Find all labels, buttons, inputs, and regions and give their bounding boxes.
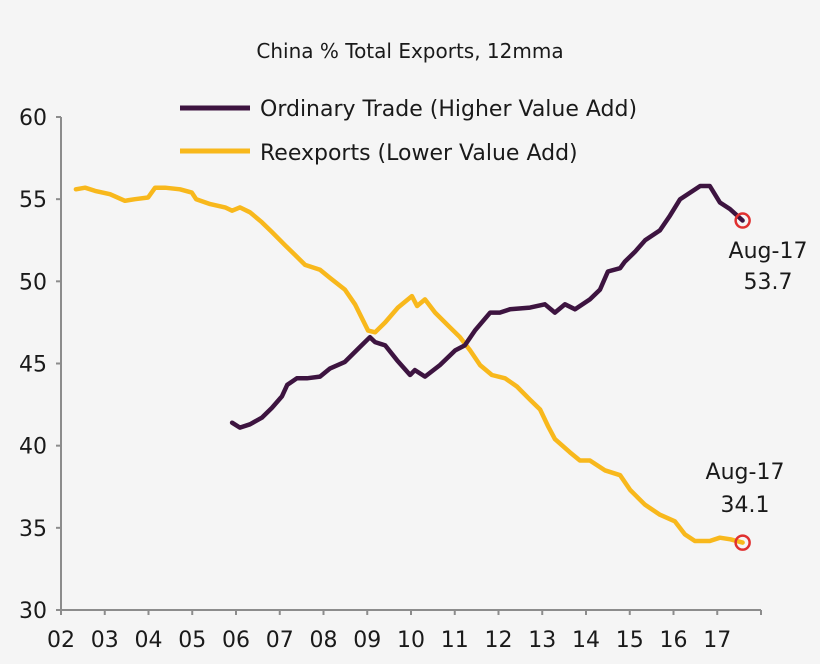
x-tick-label: 14 — [572, 628, 600, 653]
series-line-reexports — [73, 185, 745, 545]
annotation-value-reexports: 34.1 — [721, 493, 770, 518]
x-tick-label: 07 — [266, 628, 294, 653]
x-tick-label: 15 — [616, 628, 644, 653]
annotation-reexports: Aug-17 34.1 — [706, 460, 785, 518]
x-tick-label: 10 — [397, 628, 425, 653]
legend-label-ordinary-trade: Ordinary Trade (Higher Value Add) — [260, 97, 637, 122]
y-tick-label: 55 — [19, 188, 47, 213]
y-tick-label: 40 — [19, 435, 47, 460]
x-tick-label: 05 — [178, 628, 206, 653]
x-tick-label: 11 — [441, 628, 469, 653]
y-tick-label: 35 — [19, 517, 47, 542]
y-tick-label: 30 — [19, 599, 47, 624]
x-tick-label: 13 — [528, 628, 556, 653]
y-tick-label: 45 — [19, 353, 47, 378]
x-tick-label: 17 — [703, 628, 731, 653]
legend-label-reexports: Reexports (Lower Value Add) — [260, 141, 578, 166]
x-tick-label: 08 — [310, 628, 338, 653]
x-tick-label: 03 — [91, 628, 119, 653]
annotation-date-reexports: Aug-17 — [706, 460, 785, 485]
x-tick-label: 16 — [660, 628, 688, 653]
end-marker-circle — [734, 534, 751, 551]
end-marker-circle — [734, 212, 751, 229]
annotation-value-ordinary-trade: 53.7 — [744, 270, 793, 295]
y-tick-label: 50 — [19, 270, 47, 295]
x-tick-label: 12 — [485, 628, 513, 653]
x-tick-label: 02 — [47, 628, 75, 653]
x-tick-label: 06 — [222, 628, 250, 653]
x-tick-label: 04 — [135, 628, 163, 653]
y-tick-label: 60 — [19, 106, 47, 131]
legend: Ordinary Trade (Higher Value Add) Reexpo… — [180, 97, 637, 166]
series-layer — [73, 183, 751, 551]
annotation-date-ordinary-trade: Aug-17 — [729, 239, 808, 264]
annotation-ordinary-trade: Aug-17 53.7 — [729, 239, 808, 295]
x-tick-label: 09 — [353, 628, 381, 653]
series-line-ordinary-trade — [229, 183, 745, 430]
axes: 30 35 40 45 50 55 60 02 03 04 05 06 07 08 09 10 11 12 13 14… — [19, 106, 762, 653]
chart-title: China % Total Exports, 12mma — [256, 39, 563, 63]
